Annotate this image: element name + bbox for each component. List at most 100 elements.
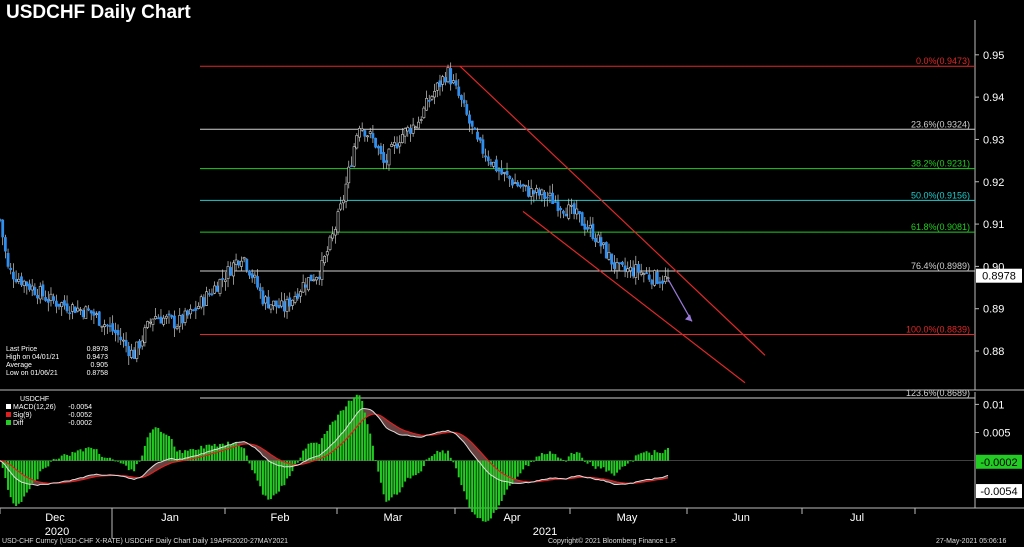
candle-body (422, 107, 426, 118)
diff-bar (278, 460, 281, 492)
candle-body (46, 298, 50, 303)
legend-label-text: Sig(9) (13, 412, 32, 419)
diff-bar (307, 443, 310, 461)
candle-body (194, 307, 198, 311)
candle-body (253, 274, 257, 278)
diff-bar (667, 447, 669, 461)
candle-body (406, 127, 410, 132)
diff-bar (594, 460, 597, 469)
candle-body (138, 340, 141, 349)
macd-swatch-icon (6, 404, 11, 409)
diff-bar (361, 400, 364, 461)
diff-bar (463, 460, 466, 492)
candle-body (645, 272, 648, 274)
candle-body (446, 67, 450, 83)
diff-bar (618, 460, 621, 470)
diff-bar (79, 449, 82, 461)
candle-body (79, 309, 82, 311)
candle-body (543, 192, 546, 200)
month-label: Apr (503, 512, 520, 524)
candle-body (580, 212, 584, 226)
candle-body (604, 242, 608, 259)
diff-bar (55, 459, 58, 461)
diff-bar (84, 448, 87, 461)
diff-bar (489, 460, 492, 519)
macd-legend-title: USDCHF (6, 396, 92, 404)
candle-body (60, 302, 64, 308)
diff-bar (661, 453, 664, 461)
candle-body (411, 124, 415, 134)
legend-row-high: High on 04/01/21 0.9473 (6, 354, 108, 362)
legend-label: Low on 01/06/21 (6, 370, 58, 377)
legend-row-average: Average 0.905 (6, 362, 108, 370)
diff-bar (149, 432, 152, 461)
diff-bar (245, 455, 248, 461)
diff-bar (251, 460, 254, 471)
candle-body (199, 296, 203, 308)
diff-bar (406, 460, 409, 478)
macd-series (0, 394, 669, 522)
candle-body (148, 321, 152, 324)
candle-body (572, 203, 576, 214)
candle-body (409, 128, 412, 134)
candle-body (181, 314, 184, 324)
candle-body (583, 223, 587, 230)
diff-bar (326, 430, 329, 461)
candle-body (352, 146, 356, 167)
diff-bar (637, 454, 640, 461)
candle-body (333, 229, 337, 236)
candle-body (620, 261, 624, 265)
diff-bar (205, 444, 208, 461)
diff-bar (63, 454, 66, 461)
candle-body (527, 186, 530, 197)
candle-body (301, 282, 305, 293)
candle-body (135, 341, 139, 359)
diff-bar (506, 460, 509, 490)
candle-body (363, 130, 367, 137)
price-tick-label: 0.88 (983, 346, 1004, 358)
diff-bar (60, 455, 63, 461)
diff-bar (369, 433, 372, 461)
diff-bar (296, 460, 299, 463)
legend-value: 0.905 (90, 362, 108, 369)
candle-body (95, 313, 98, 316)
candle-body (167, 313, 171, 316)
diff-bar (133, 460, 136, 472)
candle-body (240, 260, 243, 267)
candle-body (508, 175, 512, 180)
candle-body (84, 306, 88, 319)
candle-body (376, 146, 380, 149)
candle-body (124, 340, 128, 347)
macd-value-tag (976, 454, 1022, 469)
candle-body (443, 77, 447, 83)
diff-bar (417, 460, 420, 474)
diff-bar (108, 457, 111, 461)
diff-bar (524, 460, 527, 466)
candle-body (242, 257, 246, 260)
diff-bar (495, 460, 498, 511)
diff-bar (68, 455, 71, 461)
candle-body (618, 262, 622, 264)
candle-body (127, 346, 131, 357)
diff-bar (565, 460, 568, 462)
candle-body (113, 329, 117, 334)
candle-body (564, 213, 568, 217)
macd-signal-band-light (0, 408, 668, 486)
candle-body (347, 166, 351, 184)
fib-label: 61.8%(0.9081) (911, 222, 970, 232)
candle-body (497, 169, 501, 172)
diff-bar (543, 454, 546, 461)
diff-bar (103, 457, 106, 461)
diff-bar (189, 449, 192, 461)
candle-body (186, 310, 190, 316)
candle-body (653, 270, 656, 286)
diff-bar (117, 460, 120, 462)
fib-label: 123.6%(0.8689) (906, 388, 970, 398)
diff-bar (154, 427, 157, 461)
footer-source: USD-CHF Curncy (USD-CHF X-RATE) USDCHF D… (2, 538, 289, 545)
diff-bar (559, 458, 562, 461)
legend-label: Diff (6, 420, 23, 428)
diff-bar (294, 460, 297, 466)
candle-body (33, 287, 37, 296)
